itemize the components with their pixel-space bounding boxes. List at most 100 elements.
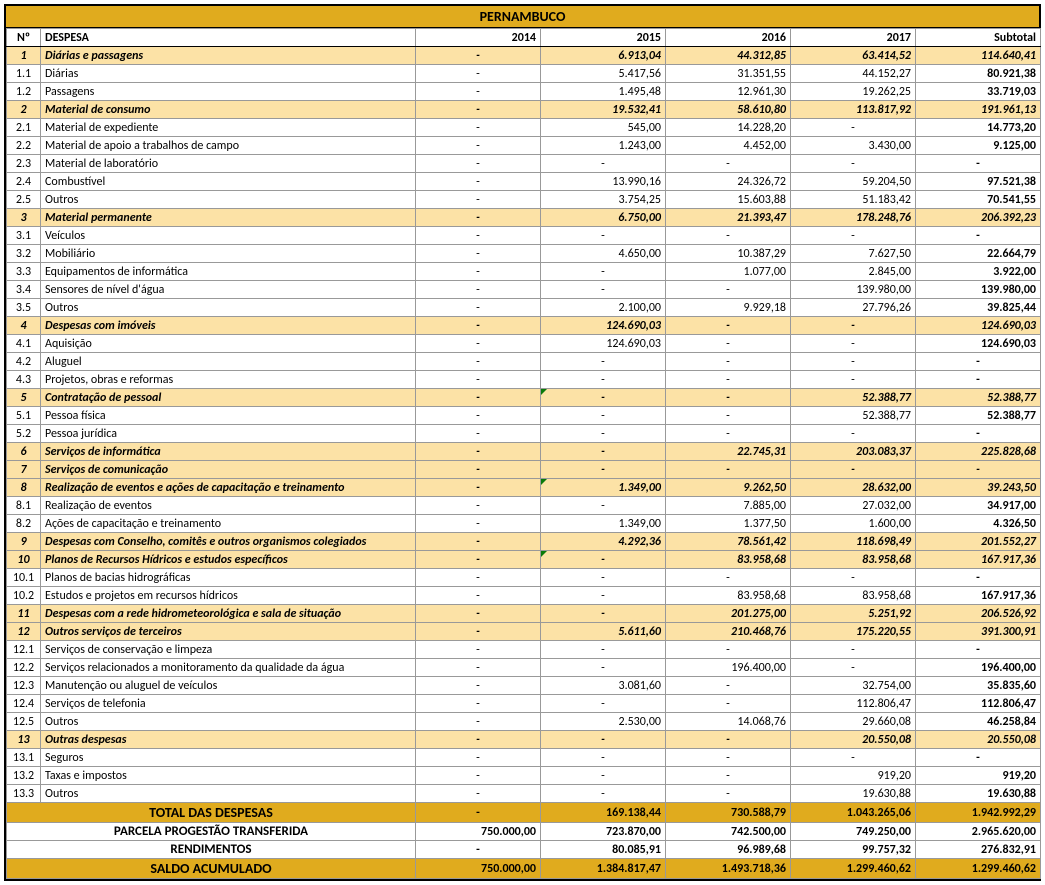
total-value: 1.299.460,62	[791, 859, 916, 879]
cell-value: -	[916, 227, 1041, 245]
cell-value: 63.414,52	[791, 47, 916, 65]
cell-value: -	[416, 155, 541, 173]
row-desc: Aluguel	[41, 353, 416, 371]
cell-value: -	[541, 353, 666, 371]
cell-value: 196.400,00	[666, 659, 791, 677]
cell-value: 1.600,00	[791, 515, 916, 533]
total-row: TOTAL DAS DESPESAS-169.138,44730.588,791…	[7, 803, 1041, 823]
cell-value: 59.204,50	[791, 173, 916, 191]
cell-value: -	[416, 641, 541, 659]
table-row: 5Contratação de pessoal---52.388,7752.38…	[7, 389, 1041, 407]
cell-value: 225.828,68	[916, 443, 1041, 461]
table-row: 2Material de consumo-19.532,4158.610,801…	[7, 101, 1041, 119]
cell-value: -	[416, 119, 541, 137]
cell-value: -	[541, 281, 666, 299]
cell-value: 34.917,00	[916, 497, 1041, 515]
table-row: 1.1Diárias-5.417,5631.351,5544.152,2780.…	[7, 65, 1041, 83]
total-value: 169.138,44	[541, 803, 666, 823]
cell-value: 83.958,68	[666, 587, 791, 605]
cell-value: 175.220,55	[791, 623, 916, 641]
row-desc: Sensores de nível d'água	[41, 281, 416, 299]
cell-value: 46.258,84	[916, 713, 1041, 731]
table-row: 6Serviços de informática--22.745,31203.0…	[7, 443, 1041, 461]
cell-value: 545,00	[541, 119, 666, 137]
cell-value: -	[416, 407, 541, 425]
row-desc: Serviços relacionados a monitoramento da…	[41, 659, 416, 677]
table-row: 4.2Aluguel-----	[7, 353, 1041, 371]
row-desc: Manutenção ou aluguel de veículos	[41, 677, 416, 695]
cell-value: -	[916, 749, 1041, 767]
cell-value: 15.603,88	[666, 191, 791, 209]
row-number: 5	[7, 389, 41, 407]
row-desc: Aquisição	[41, 335, 416, 353]
cell-value: 14.773,20	[916, 119, 1041, 137]
row-number: 3.5	[7, 299, 41, 317]
cell-value: -	[666, 335, 791, 353]
cell-value: 80.921,38	[916, 65, 1041, 83]
table-row: 8Realização de eventos e ações de capaci…	[7, 479, 1041, 497]
cell-value: -	[666, 731, 791, 749]
cell-value: -	[666, 407, 791, 425]
cell-value: 124.690,03	[541, 317, 666, 335]
cell-value: -	[416, 605, 541, 623]
cell-value: -	[541, 551, 666, 569]
cell-value: 33.719,03	[916, 83, 1041, 101]
cell-value: -	[916, 371, 1041, 389]
total-value: 276.832,91	[916, 841, 1041, 859]
table-row: 13.2Taxas e impostos---919,20919,20	[7, 767, 1041, 785]
row-desc: Ações de capacitação e treinamento	[41, 515, 416, 533]
total-label: SALDO ACUMULADO	[7, 859, 416, 879]
row-desc: Equipamentos de informática	[41, 263, 416, 281]
sheet-title: PERNAMBUCO	[6, 6, 1039, 28]
row-desc: Seguros	[41, 749, 416, 767]
row-number: 3.2	[7, 245, 41, 263]
cell-value: -	[416, 173, 541, 191]
row-desc: Outros	[41, 299, 416, 317]
total-label: RENDIMENTOS	[7, 841, 416, 859]
cell-value: 167.917,36	[916, 551, 1041, 569]
row-desc: Diárias e passagens	[41, 47, 416, 65]
cell-value: 39.825,44	[916, 299, 1041, 317]
table-row: 13Outras despesas---20.550,0820.550,08	[7, 731, 1041, 749]
cell-value: -	[791, 335, 916, 353]
table-row: 5.2Pessoa jurídica-----	[7, 425, 1041, 443]
row-number: 10.2	[7, 587, 41, 605]
row-desc: Contratação de pessoal	[41, 389, 416, 407]
cell-value: -	[416, 281, 541, 299]
table-row: 13.3Outros---19.630,8819.630,88	[7, 785, 1041, 803]
header-2016: 2016	[666, 29, 791, 47]
cell-value: 9.262,50	[666, 479, 791, 497]
row-number: 12.5	[7, 713, 41, 731]
cell-value: -	[791, 659, 916, 677]
row-number: 5.2	[7, 425, 41, 443]
cell-value: -	[541, 425, 666, 443]
cell-value: 7.627,50	[791, 245, 916, 263]
total-value: 2.965.620,00	[916, 823, 1041, 841]
cell-value: 167.917,36	[916, 587, 1041, 605]
cell-value: 4.326,50	[916, 515, 1041, 533]
cell-value: -	[666, 425, 791, 443]
cell-value: 4.292,36	[541, 533, 666, 551]
cell-value: 14.068,76	[666, 713, 791, 731]
cell-value: -	[916, 641, 1041, 659]
total-value: 80.085,91	[541, 841, 666, 859]
table-row: 10.1Planos de bacias hidrográficas-----	[7, 569, 1041, 587]
row-number: 2.4	[7, 173, 41, 191]
table-row: 4Despesas com imóveis-124.690,03--124.69…	[7, 317, 1041, 335]
cell-value: 83.958,68	[666, 551, 791, 569]
cell-value: -	[666, 767, 791, 785]
cell-value: -	[666, 569, 791, 587]
cell-value: 12.961,30	[666, 83, 791, 101]
table-row: 5.1Pessoa física---52.388,7752.388,77	[7, 407, 1041, 425]
row-desc: Passagens	[41, 83, 416, 101]
cell-value: -	[541, 749, 666, 767]
cell-value: 19.630,88	[791, 785, 916, 803]
cell-value: 44.312,85	[666, 47, 791, 65]
cell-value: 4.650,00	[541, 245, 666, 263]
row-number: 13.2	[7, 767, 41, 785]
row-desc: Serviços de conservação e limpeza	[41, 641, 416, 659]
cell-value: -	[666, 281, 791, 299]
cell-value: -	[791, 461, 916, 479]
cell-value: 919,20	[791, 767, 916, 785]
cell-value: 2.845,00	[791, 263, 916, 281]
